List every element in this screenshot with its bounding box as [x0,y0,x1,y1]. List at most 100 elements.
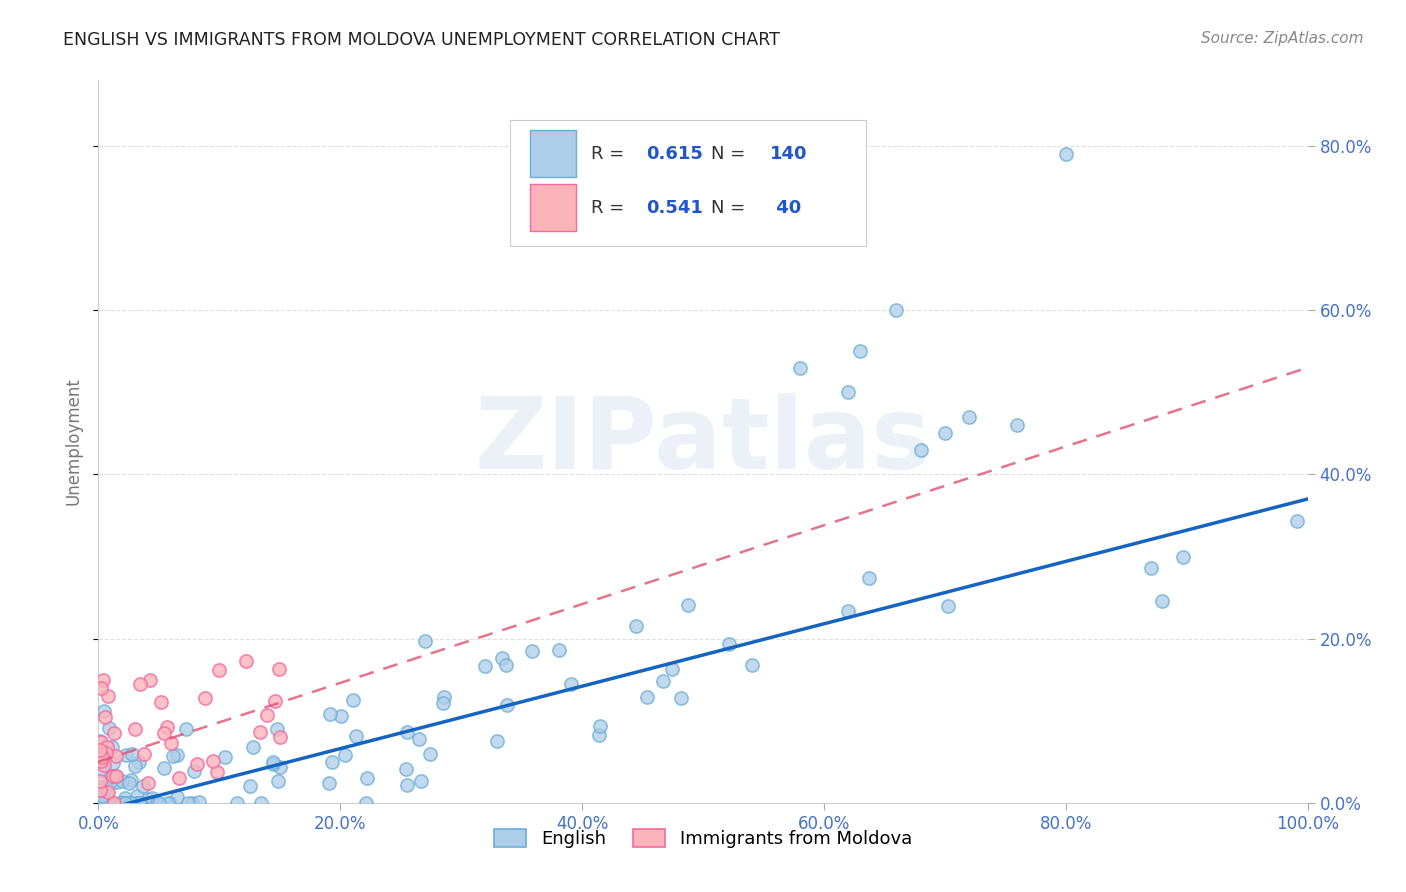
Point [957,409,980,424]
Point [159,736,181,750]
Point [491,651,513,665]
Point [433,690,456,705]
Point [202,754,225,768]
Text: R =: R = [591,199,630,217]
Point [256,708,278,723]
Point [167,771,190,785]
Point [132,779,155,793]
Point [105,775,128,789]
Point [93,796,115,810]
Point [157,796,180,810]
Point [242,739,264,754]
Point [108,796,131,810]
Point [91,750,114,764]
Point [89,796,111,810]
Point [114,791,136,805]
Point [837,603,859,617]
Point [262,757,284,772]
Point [89,796,111,810]
Point [319,707,342,722]
Point [89,796,111,810]
Point [396,725,419,739]
Point [89,796,111,810]
Point [1140,561,1163,575]
Point [115,796,138,810]
Point [125,789,148,803]
Point [89,783,111,797]
Point [124,723,146,737]
Point [342,693,364,707]
Point [159,796,181,810]
Point [395,778,418,792]
Point [837,385,859,400]
Point [98,770,121,784]
Point [226,796,249,810]
Point [120,796,142,810]
Point [111,774,134,789]
Point [208,663,231,677]
Point [789,360,811,375]
Point [183,764,205,778]
Point [89,734,111,748]
Point [93,796,115,810]
Point [486,733,509,747]
FancyBboxPatch shape [509,120,866,246]
Point [520,643,543,657]
Point [118,776,141,790]
Point [330,708,353,723]
Point [409,774,432,789]
Point [267,774,290,789]
Point [94,747,117,761]
Point [636,690,658,705]
Point [128,796,150,810]
Text: 0.615: 0.615 [647,145,703,163]
Point [132,747,155,761]
Point [98,775,121,789]
Point [90,796,112,810]
Point [356,771,378,785]
Point [250,796,273,810]
Point [90,796,112,810]
Point [128,796,150,810]
Point [934,426,956,441]
Point [419,747,441,761]
Text: ZIPatlas: ZIPatlas [475,393,931,490]
Point [91,673,114,687]
Point [136,776,159,790]
Point [104,769,127,783]
Point [1054,147,1077,161]
Point [354,796,377,810]
Point [651,673,673,688]
Text: ENGLISH VS IMMIGRANTS FROM MOLDOVA UNEMPLOYMENT CORRELATION CHART: ENGLISH VS IMMIGRANTS FROM MOLDOVA UNEMP… [63,31,780,49]
Point [93,758,115,772]
Point [121,747,143,762]
Text: R =: R = [591,145,630,163]
Point [115,796,138,810]
Point [344,729,367,743]
Point [624,619,647,633]
Point [1171,549,1194,564]
Point [186,757,208,772]
Point [89,780,111,794]
Point [115,796,138,810]
Point [858,571,880,585]
Point [741,657,763,672]
Text: N =: N = [711,145,751,163]
Point [124,759,146,773]
Point [115,748,138,763]
Point [180,796,202,810]
Point [432,696,454,710]
Point [148,796,170,810]
Point [128,755,150,769]
Point [97,689,120,703]
Point [90,755,112,769]
Point [910,442,932,457]
Point [547,643,569,657]
Point [166,789,188,804]
Point [89,763,111,777]
Point [177,796,200,810]
Point [162,749,184,764]
Point [269,760,291,774]
Point [89,751,111,765]
Point [560,677,582,691]
